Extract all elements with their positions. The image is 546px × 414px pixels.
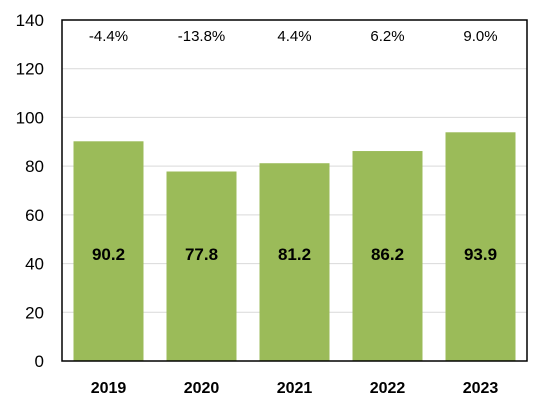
value-label: 93.9 bbox=[464, 245, 497, 264]
y-tick-label: 0 bbox=[35, 352, 44, 371]
y-tick-label: 60 bbox=[25, 206, 44, 225]
x-tick-label: 2022 bbox=[370, 380, 406, 397]
y-tick-label: 140 bbox=[16, 11, 44, 30]
bar-2022 bbox=[352, 151, 423, 361]
percent-change-label: 4.4% bbox=[277, 28, 311, 45]
y-tick-label: 120 bbox=[16, 60, 44, 79]
y-tick-label: 80 bbox=[25, 157, 44, 176]
x-axis-tick-labels: 2019 2020 2021 2022 2023 bbox=[91, 380, 499, 397]
bar-2023 bbox=[445, 132, 516, 361]
x-tick-label: 2020 bbox=[184, 380, 220, 397]
y-tick-label: 20 bbox=[25, 303, 44, 322]
value-labels: 90.2 77.8 81.2 86.2 93.9 bbox=[92, 245, 497, 264]
bars bbox=[73, 132, 516, 361]
x-tick-label: 2019 bbox=[91, 380, 127, 397]
value-label: 86.2 bbox=[371, 245, 404, 264]
percent-change-label: -13.8% bbox=[178, 28, 226, 45]
bar-2019 bbox=[73, 141, 144, 361]
bar-2021 bbox=[259, 163, 330, 361]
percent-change-label: -4.4% bbox=[89, 28, 128, 45]
y-tick-label: 100 bbox=[16, 108, 44, 127]
value-label: 77.8 bbox=[185, 245, 218, 264]
y-tick-label: 40 bbox=[25, 255, 44, 274]
x-tick-label: 2023 bbox=[463, 380, 499, 397]
value-label: 90.2 bbox=[92, 245, 125, 264]
plot-frame bbox=[61, 19, 528, 362]
percent-change-label: 6.2% bbox=[370, 28, 404, 45]
y-axis-tick-labels: 0 20 40 60 80 100 120 140 bbox=[16, 11, 44, 371]
percent-change-labels: -4.4% -13.8% 4.4% 6.2% 9.0% bbox=[89, 28, 498, 45]
percent-change-label: 9.0% bbox=[463, 28, 497, 45]
x-tick-label: 2021 bbox=[277, 380, 313, 397]
value-label: 81.2 bbox=[278, 245, 311, 264]
bar-2020 bbox=[166, 171, 237, 361]
